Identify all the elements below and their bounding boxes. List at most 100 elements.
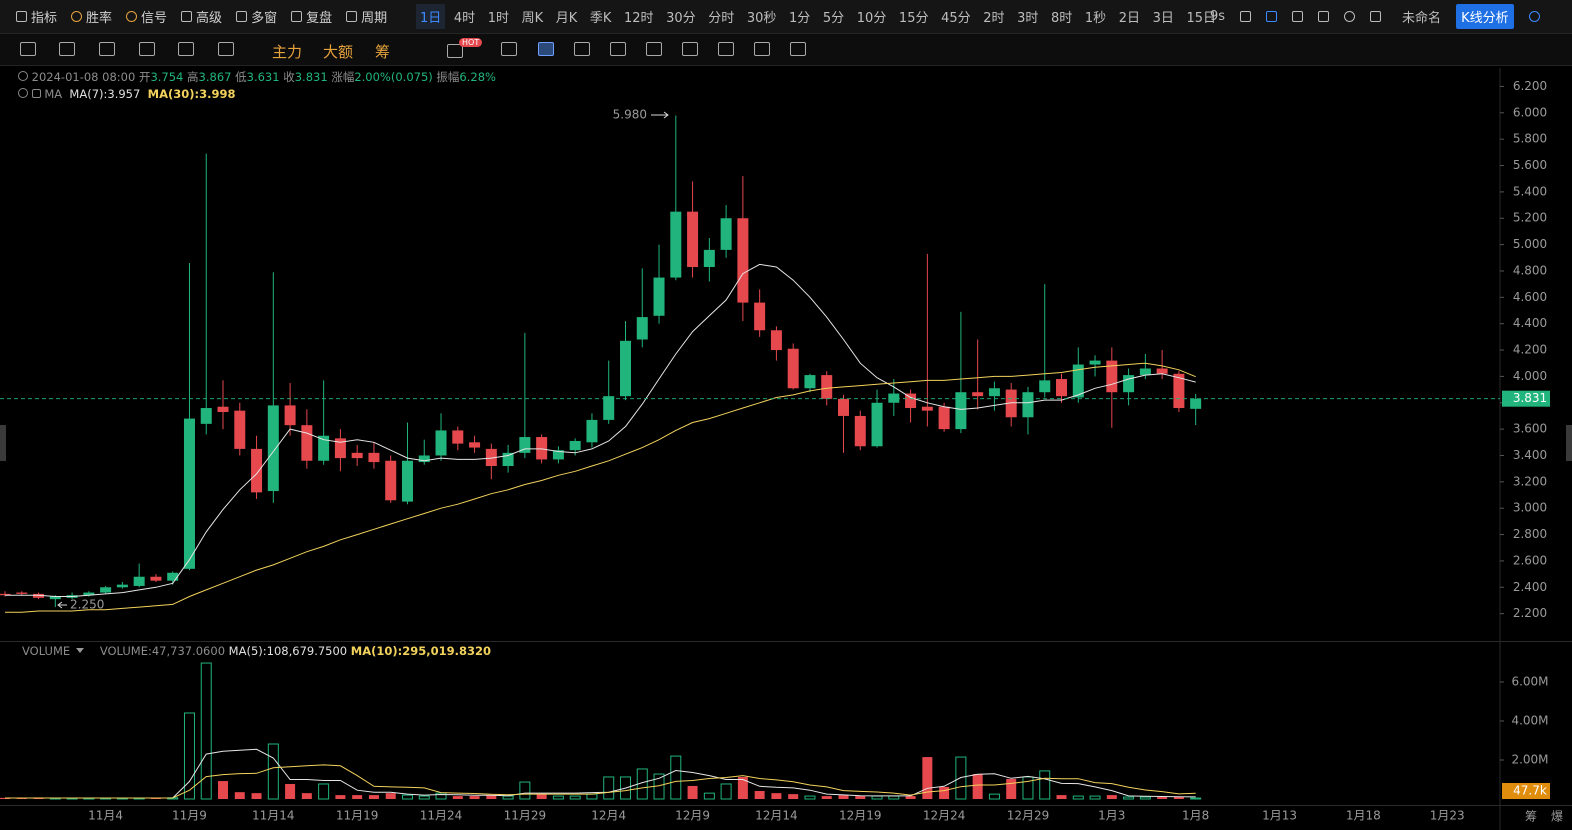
period-button[interactable]: 30分: [666, 11, 696, 26]
camera-icon[interactable]: [1240, 11, 1252, 22]
period-button[interactable]: 1日: [416, 4, 446, 29]
period-button[interactable]: 12时: [624, 11, 654, 26]
toolbar-button[interactable]: 周期: [346, 7, 387, 26]
tool-icon[interactable]: [790, 42, 806, 56]
collapse-icon[interactable]: [18, 88, 28, 98]
volume-title[interactable]: VOLUME: [22, 644, 71, 658]
x-tick-label: 12月9: [675, 809, 710, 823]
tool-icon[interactable]: [139, 42, 155, 56]
period-button[interactable]: 2时: [983, 11, 1005, 26]
tool-icon[interactable]: [718, 42, 734, 56]
period-button[interactable]: 1时: [487, 11, 510, 26]
alert-icon[interactable]: [31, 89, 41, 98]
left-edge-tab[interactable]: [0, 425, 6, 461]
drawing-label[interactable]: 筹: [375, 43, 391, 61]
candle-body: [200, 408, 212, 424]
settings-icon[interactable]: [1344, 11, 1356, 22]
volume-caret[interactable]: [76, 648, 84, 653]
refresh-interval[interactable]: 9s: [1210, 9, 1226, 24]
hot-badge: HOT: [459, 38, 483, 47]
value: 3.831: [294, 70, 328, 84]
candle-body: [972, 392, 984, 397]
period-button[interactable]: 30秒: [746, 11, 777, 26]
screen-icon[interactable]: [1318, 11, 1330, 22]
candle-body: [318, 435, 330, 461]
candle-body: [183, 418, 195, 569]
period-button[interactable]: 45分: [941, 11, 971, 26]
period-button[interactable]: 8时: [1050, 11, 1073, 26]
tool-icon[interactable]: [447, 44, 463, 58]
candle-body: [586, 419, 598, 443]
period-button[interactable]: 1分: [789, 11, 811, 26]
toolbar-button[interactable]: 信号: [126, 7, 167, 26]
last-volume-box: [1502, 783, 1550, 799]
period-button[interactable]: 月K: [555, 11, 578, 26]
volume-bar: [368, 795, 379, 799]
corner-label[interactable]: 筹: [1525, 810, 1537, 824]
button-icon: [71, 11, 83, 22]
drawing-label[interactable]: 主力: [272, 43, 303, 61]
period-button[interactable]: 15日: [1186, 11, 1216, 26]
hot-tool[interactable]: HOT: [447, 38, 483, 58]
toolbar-button[interactable]: 高级: [181, 7, 222, 26]
period-button[interactable]: 5分: [822, 11, 845, 26]
period-button[interactable]: 10分: [856, 11, 887, 26]
volume-bar: [1173, 797, 1184, 799]
period-button[interactable]: 3时: [1017, 11, 1039, 26]
tool-icon[interactable]: [501, 42, 517, 56]
x-tick-label: 11月4: [88, 809, 123, 823]
tool-icon[interactable]: [754, 42, 770, 56]
volume-bar: [452, 796, 463, 799]
fullscreen-icon[interactable]: [1370, 11, 1382, 22]
toolbar-button[interactable]: 复盘: [291, 7, 332, 26]
volume-bar: [821, 796, 832, 799]
collapse-icon[interactable]: [18, 71, 28, 81]
x-tick-label: 12月4: [591, 809, 626, 823]
tool-icon[interactable]: [610, 42, 626, 56]
period-button[interactable]: 4时: [453, 11, 476, 26]
tool-icon[interactable]: [59, 42, 75, 56]
value: 3.754: [150, 70, 184, 84]
tool-icon[interactable]: [538, 42, 554, 56]
corner-label[interactable]: 爆: [1551, 810, 1563, 824]
toolbar-button[interactable]: 指标: [16, 7, 57, 26]
x-tick-label: 1月13: [1262, 809, 1297, 823]
candle-body: [469, 442, 481, 448]
tool-icon[interactable]: [218, 42, 234, 56]
layout-name[interactable]: 未命名: [1402, 11, 1442, 26]
volume-bar: [536, 794, 547, 799]
tool-icon[interactable]: [20, 42, 36, 56]
analysis-button[interactable]: K线分析: [1456, 4, 1514, 29]
legend-label: MA(10):: [350, 644, 403, 658]
toolbar-button[interactable]: 胜率: [71, 7, 112, 26]
period-button[interactable]: 季K: [589, 11, 612, 26]
period-button[interactable]: 3日: [1152, 11, 1174, 26]
x-tick-label: 12月19: [839, 809, 882, 823]
volume-bar: [1139, 796, 1151, 800]
y-tick-label: 2.400: [1513, 580, 1547, 594]
indicator-name[interactable]: MA: [44, 87, 63, 101]
candle-body: [770, 330, 782, 351]
volume-bar: [200, 662, 212, 800]
tool-icon[interactable]: [574, 42, 590, 56]
period-button[interactable]: 2日: [1118, 11, 1140, 26]
volume-bar: [418, 795, 430, 800]
tool-icon[interactable]: [682, 42, 698, 56]
draw-icon[interactable]: [1266, 11, 1278, 22]
tool-icon[interactable]: [178, 42, 194, 56]
toolbar-button[interactable]: 多窗: [236, 7, 277, 26]
button-icon: [181, 11, 193, 22]
period-button[interactable]: 1秒: [1084, 11, 1107, 26]
period-button[interactable]: 分时: [708, 11, 735, 26]
tool-icon[interactable]: [646, 42, 662, 56]
candle-body: [49, 596, 61, 600]
period-button[interactable]: 15分: [898, 11, 929, 26]
drawing-label[interactable]: 大额: [323, 43, 354, 61]
legend-entry: MA(10):295,019.8320: [351, 644, 491, 658]
right-edge-tab[interactable]: [1566, 425, 1572, 461]
share-icon[interactable]: [1528, 11, 1540, 22]
window-icon[interactable]: [1292, 11, 1304, 22]
period-button[interactable]: 周K: [521, 11, 544, 26]
tool-icon[interactable]: [99, 42, 115, 56]
candle-body: [619, 340, 631, 397]
